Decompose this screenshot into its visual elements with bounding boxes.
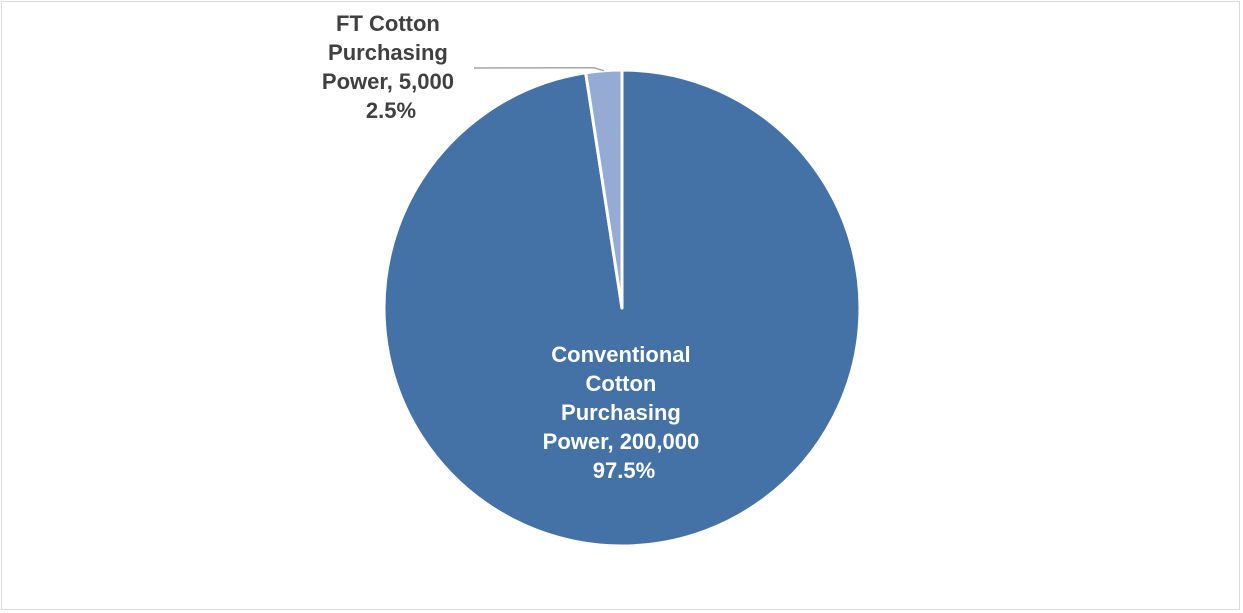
data-label-line: Cotton — [586, 371, 657, 396]
data-label-line: Purchasing — [561, 400, 681, 425]
data-label-conventional: Conventional Cotton Purchasing Power, 20… — [543, 342, 706, 483]
data-labels: Conventional Cotton Purchasing Power, 20… — [322, 11, 706, 483]
data-label-line: 2.5% — [366, 98, 416, 123]
data-label-ft-cotton: FT Cotton Purchasing Power, 5,000 2.5% — [322, 11, 460, 123]
pie-slices — [382, 68, 862, 548]
data-label-line: FT Cotton — [336, 11, 440, 36]
data-label-line: Power, 200,000 — [543, 429, 700, 454]
leader-line-ft-cotton — [473, 66, 604, 72]
data-label-line: Purchasing — [328, 40, 448, 65]
data-label-line: 97.5% — [593, 458, 655, 483]
data-label-line: Conventional — [551, 342, 690, 367]
leader-lines — [473, 66, 604, 72]
data-label-line: Power, 5,000 — [322, 69, 454, 94]
